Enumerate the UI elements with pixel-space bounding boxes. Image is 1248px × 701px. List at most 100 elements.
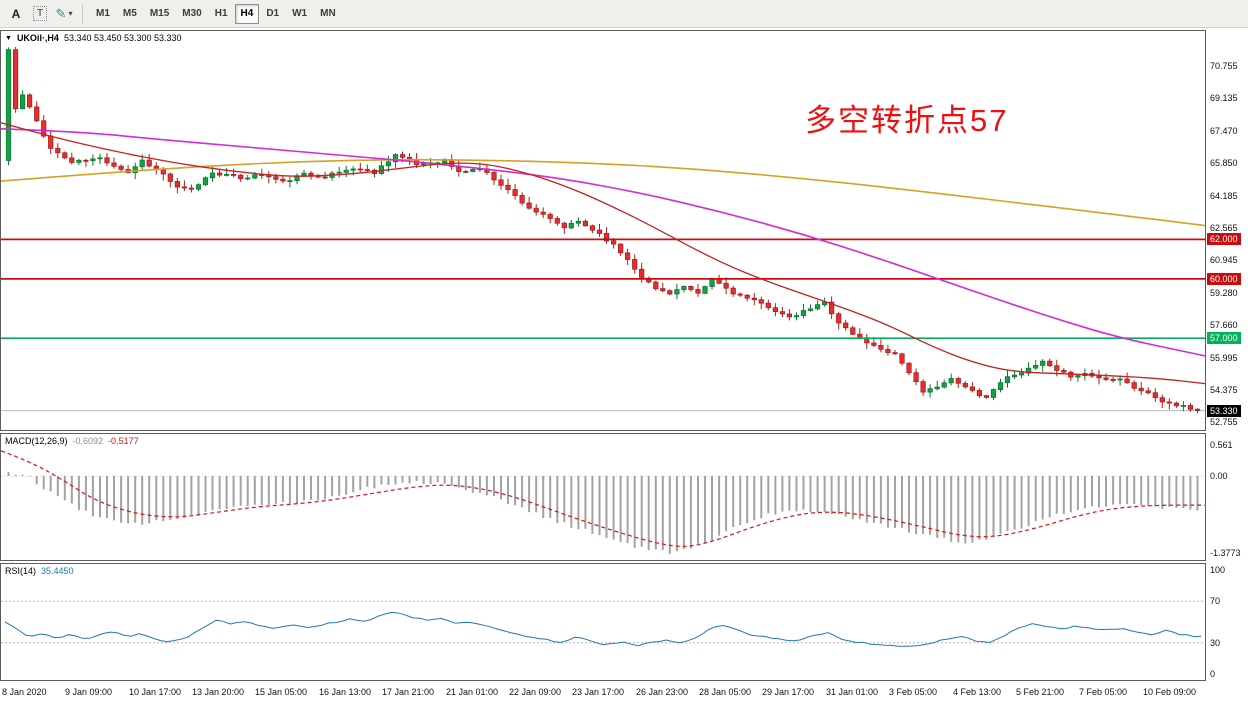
price-axis-label: 59.280 xyxy=(1210,288,1238,298)
candle xyxy=(463,169,469,173)
candle xyxy=(266,171,272,184)
candle xyxy=(688,285,694,292)
rsi-axis-label: 30 xyxy=(1210,638,1221,648)
time-axis[interactable]: 8 Jan 2020 9 Jan 09:00 10 Jan 17:00 13 Jan … xyxy=(0,683,1206,701)
candle xyxy=(245,174,251,181)
candle xyxy=(836,311,842,330)
timeframe-button-mn[interactable]: MN xyxy=(320,8,336,19)
candle xyxy=(765,299,771,311)
time-axis-label: 28 Jan 05:00 xyxy=(699,687,752,697)
candle xyxy=(779,306,786,318)
text-tool-button[interactable]: T xyxy=(29,3,51,25)
candle xyxy=(1075,374,1081,382)
candle xyxy=(681,285,687,293)
rsi-axis-label: 70 xyxy=(1210,596,1221,606)
price-axis-label: 55.995 xyxy=(1210,353,1238,363)
candle xyxy=(5,47,12,166)
candle xyxy=(146,154,152,168)
candle xyxy=(202,176,209,186)
time-axis-label: 10 Feb 09:00 xyxy=(1143,687,1197,697)
candle xyxy=(850,325,856,336)
chart-title: ▼ UKOil·,H4 53.340 53.450 53.300 53.330 xyxy=(5,33,182,43)
rsi-panel[interactable]: RSI(14) 35.4450 xyxy=(0,563,1206,681)
candle xyxy=(829,296,835,319)
candle xyxy=(1019,368,1025,379)
candle xyxy=(357,162,363,173)
price-axis-label: 54.375 xyxy=(1210,385,1238,395)
timeframe-button-m15[interactable]: M15 xyxy=(149,8,170,19)
candle xyxy=(238,174,244,183)
macd-panel[interactable]: MACD(12,26,9) -0.6092 -0.5177 xyxy=(0,433,1206,561)
candle xyxy=(1004,370,1011,388)
candle xyxy=(519,192,525,206)
chart-area: ▼ UKOil·,H4 53.340 53.450 53.300 53.330 … xyxy=(0,28,1248,701)
candle xyxy=(582,219,589,227)
candle xyxy=(589,224,596,234)
candle xyxy=(1131,380,1137,392)
candle xyxy=(223,168,230,177)
price-axis-label: 60.945 xyxy=(1210,255,1238,265)
candle xyxy=(111,157,117,169)
symbol-dropdown-icon[interactable]: ▼ xyxy=(5,34,12,42)
candle xyxy=(927,384,933,398)
candle xyxy=(498,174,504,190)
time-axis-label: 29 Jan 17:00 xyxy=(762,687,815,697)
timeframe-button-m1[interactable]: M1 xyxy=(96,8,110,19)
candle xyxy=(153,162,159,175)
candle xyxy=(554,216,560,226)
candle xyxy=(807,304,814,312)
candle xyxy=(505,178,511,194)
rsi-value: 35.4450 xyxy=(41,566,74,576)
candle xyxy=(104,152,110,166)
ma-slow-line xyxy=(1,158,1205,227)
candle xyxy=(174,177,180,194)
candle xyxy=(1110,376,1116,383)
time-axis-label: 17 Jan 21:00 xyxy=(382,687,435,697)
timeframe-button-w1[interactable]: W1 xyxy=(292,8,308,19)
candle xyxy=(34,101,40,123)
candle xyxy=(702,285,708,295)
candle xyxy=(941,379,947,389)
macd-main-value: -0.6092 xyxy=(72,436,104,446)
candle xyxy=(83,158,89,167)
timeframe-button-h4[interactable]: H4 xyxy=(234,3,260,24)
time-axis-label: 9 Jan 09:00 xyxy=(65,687,113,697)
candle xyxy=(181,180,187,192)
time-axis-label: 23 Jan 17:00 xyxy=(572,687,625,697)
candle xyxy=(864,333,870,349)
candle xyxy=(906,362,912,376)
pencil-icon: ✎ xyxy=(55,5,67,21)
candle xyxy=(1040,359,1046,372)
cursor-tool-button[interactable]: A xyxy=(5,3,27,25)
time-axis-label: 5 Feb 21:00 xyxy=(1016,687,1065,697)
timeframe-button-d1[interactable]: D1 xyxy=(266,8,280,19)
candle xyxy=(55,143,61,159)
macd-chart[interactable] xyxy=(1,434,1205,560)
price-axis[interactable]: 70.755 69.135 67.470 65.850 64.185 62.565 60.9… xyxy=(1206,28,1248,701)
candle xyxy=(976,388,983,398)
chart-annotation: 多空转折点57 xyxy=(805,103,1009,138)
timeframe-button-h1[interactable]: H1 xyxy=(214,8,228,19)
rsi-chart[interactable] xyxy=(1,564,1205,680)
candle xyxy=(195,183,202,192)
price-axis-label: 65.850 xyxy=(1210,158,1238,168)
timeframe-button-m5[interactable]: M5 xyxy=(122,8,137,19)
current-price-tag: 53.330 xyxy=(1207,405,1241,417)
candle xyxy=(674,283,680,300)
candle xyxy=(378,161,385,175)
symbol-label: UKOil·,H4 xyxy=(16,33,59,43)
drawing-tool-dropdown[interactable]: ✎ ▾ xyxy=(53,3,75,25)
time-axis-label: 3 Feb 05:00 xyxy=(889,687,938,697)
candlestick-chart[interactable] xyxy=(1,31,1205,430)
candle xyxy=(308,171,314,180)
candle xyxy=(209,166,216,182)
time-axis-label: 22 Jan 09:00 xyxy=(509,687,562,697)
candle xyxy=(885,345,891,356)
timeframe-button-m30[interactable]: M30 xyxy=(182,8,202,19)
candle xyxy=(737,292,743,297)
candle xyxy=(948,373,954,386)
candle xyxy=(1096,369,1102,385)
price-chart-panel[interactable]: ▼ UKOil·,H4 53.340 53.450 53.300 53.330 … xyxy=(0,30,1206,431)
candle xyxy=(1152,388,1158,402)
candle xyxy=(280,175,286,184)
